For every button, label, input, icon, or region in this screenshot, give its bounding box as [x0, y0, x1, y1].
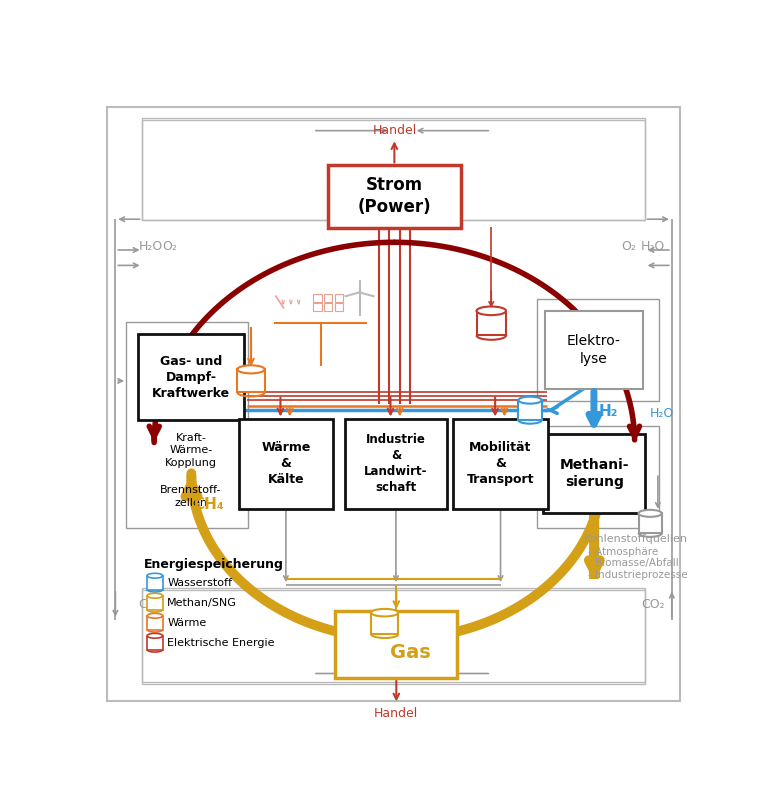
FancyBboxPatch shape: [345, 418, 447, 509]
Bar: [518, 400, 541, 420]
Text: - Biomasse/Abfall: - Biomasse/Abfall: [588, 558, 679, 568]
Text: Wärme: Wärme: [167, 618, 207, 628]
Ellipse shape: [638, 510, 662, 517]
Text: Wärme
&
Kälte: Wärme & Kälte: [261, 441, 310, 486]
Text: H₂O: H₂O: [139, 240, 163, 253]
Text: H₂O: H₂O: [641, 240, 665, 253]
Bar: [237, 370, 264, 393]
Ellipse shape: [371, 609, 399, 617]
FancyBboxPatch shape: [137, 334, 244, 420]
FancyBboxPatch shape: [239, 418, 333, 509]
Text: Methan/SNG: Methan/SNG: [167, 598, 237, 608]
Text: Strom
(Power): Strom (Power): [358, 176, 431, 216]
Text: Wasserstoff: Wasserstoff: [167, 578, 232, 588]
Text: Energiespeicherung: Energiespeicherung: [144, 558, 284, 571]
Text: Handel: Handel: [374, 707, 419, 720]
Text: Handel: Handel: [372, 124, 416, 137]
Text: Brennstoff-
zellen: Brennstoff- zellen: [161, 485, 222, 508]
Text: H₂O: H₂O: [650, 406, 674, 420]
FancyBboxPatch shape: [328, 165, 461, 228]
Text: Kohlenstoffquellen: Kohlenstoffquellen: [584, 534, 688, 544]
Text: - Industrieprozesse: - Industrieprozesse: [588, 570, 688, 580]
Text: - Atmosphäre: - Atmosphäre: [588, 547, 658, 557]
Bar: [638, 514, 662, 534]
Text: Gas: Gas: [390, 643, 431, 662]
Text: Gas- und
Dampf-
Kraftwerke: Gas- und Dampf- Kraftwerke: [152, 354, 230, 399]
Text: CO₂: CO₂: [139, 598, 162, 610]
Text: Elektro-
lyse: Elektro- lyse: [567, 334, 621, 366]
Ellipse shape: [237, 366, 264, 374]
Text: H₂: H₂: [598, 404, 617, 419]
Bar: [147, 636, 163, 650]
Bar: [147, 616, 163, 630]
FancyBboxPatch shape: [453, 418, 548, 509]
Text: Mobilität
&
Transport: Mobilität & Transport: [467, 441, 535, 486]
FancyBboxPatch shape: [543, 434, 645, 513]
Ellipse shape: [147, 574, 163, 578]
Text: Elektrische Energie: Elektrische Energie: [167, 638, 275, 648]
FancyBboxPatch shape: [545, 311, 643, 390]
Text: O₂: O₂: [162, 240, 177, 253]
Text: CH₄: CH₄: [193, 497, 223, 512]
Ellipse shape: [147, 594, 163, 598]
Ellipse shape: [147, 634, 163, 638]
Bar: [476, 311, 506, 335]
Text: Methani-
sierung: Methani- sierung: [560, 458, 629, 489]
Ellipse shape: [518, 397, 541, 404]
Ellipse shape: [147, 614, 163, 618]
FancyBboxPatch shape: [107, 106, 680, 702]
Ellipse shape: [476, 306, 506, 315]
Text: CO₂: CO₂: [641, 598, 664, 610]
Bar: [147, 596, 163, 610]
Bar: [371, 613, 399, 634]
Text: Industrie
&
Landwirt-
schaft: Industrie & Landwirt- schaft: [364, 433, 428, 494]
Text: O₂: O₂: [621, 240, 637, 253]
FancyBboxPatch shape: [336, 611, 457, 678]
Bar: [147, 576, 163, 590]
Text: Kraft-
Wärme-
Kopplung: Kraft- Wärme- Kopplung: [165, 433, 217, 467]
